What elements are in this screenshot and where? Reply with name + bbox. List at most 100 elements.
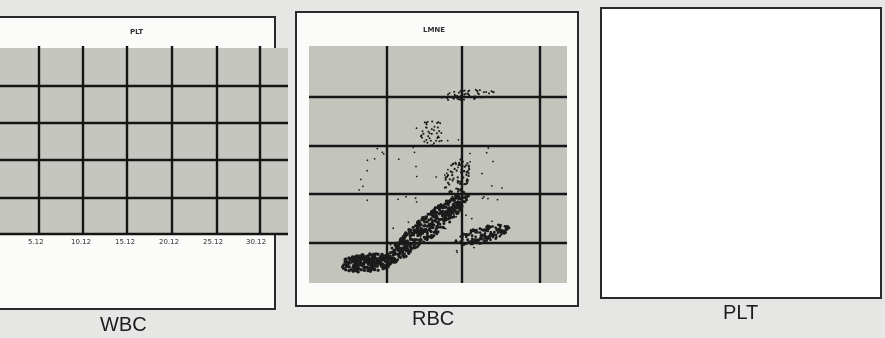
rbc-dot bbox=[489, 231, 493, 235]
rbc-dot bbox=[474, 240, 477, 243]
rbc-dot bbox=[415, 201, 418, 203]
rbc-dot bbox=[376, 268, 380, 272]
rbc-dot bbox=[436, 137, 439, 139]
rbc-dot bbox=[474, 235, 477, 239]
rbc-dot bbox=[460, 171, 463, 175]
rbc-dot bbox=[459, 188, 462, 191]
rbc-dot bbox=[422, 132, 425, 135]
rbc-dot bbox=[435, 211, 439, 214]
rbc-dot bbox=[466, 194, 470, 198]
rbc-dot bbox=[447, 168, 449, 171]
rbc-dot bbox=[418, 240, 422, 244]
rbc-dot bbox=[370, 262, 374, 266]
rbc-dot bbox=[476, 90, 479, 92]
rbc-dot bbox=[485, 91, 488, 93]
rbc-dot bbox=[454, 95, 457, 98]
rbc-dot bbox=[397, 255, 401, 259]
rbc-dot bbox=[455, 201, 459, 204]
rbc-dot bbox=[466, 92, 469, 95]
rbc-dot bbox=[397, 158, 400, 161]
rbc-dot bbox=[389, 257, 392, 261]
rbc-dot bbox=[466, 162, 469, 165]
rbc-dot bbox=[435, 139, 438, 142]
rbc-dot bbox=[445, 172, 448, 175]
rbc-dot bbox=[393, 249, 397, 253]
rbc-dot bbox=[456, 94, 459, 97]
rbc-dot bbox=[435, 176, 438, 178]
rbc-dot bbox=[421, 130, 424, 133]
rbc-dot bbox=[389, 243, 392, 246]
rbc-dot bbox=[460, 89, 463, 92]
rbc-dot bbox=[438, 140, 441, 143]
rbc-dot bbox=[372, 267, 377, 271]
rbc-dot bbox=[414, 197, 417, 200]
rbc-dot bbox=[392, 227, 395, 230]
rbc-dot bbox=[465, 234, 468, 238]
rbc-dot bbox=[439, 205, 443, 209]
rbc-dot bbox=[501, 187, 503, 189]
rbc-dot bbox=[487, 227, 490, 231]
rbc-dot bbox=[453, 93, 456, 96]
rbc-dot bbox=[461, 164, 464, 167]
rbc-dot bbox=[426, 120, 429, 123]
rbc-dot bbox=[444, 227, 447, 230]
rbc-dot bbox=[461, 160, 464, 163]
rbc-dot bbox=[450, 211, 454, 215]
rbc-dot bbox=[412, 244, 416, 248]
rbc-dot bbox=[425, 126, 427, 129]
rbc-dot bbox=[418, 229, 422, 233]
rbc-dot bbox=[409, 247, 413, 251]
rbc-dot bbox=[429, 217, 433, 221]
rbc-dot bbox=[459, 180, 462, 183]
rbc-dot bbox=[363, 258, 367, 262]
rbc-dot bbox=[432, 129, 435, 132]
rbc-dot bbox=[378, 262, 382, 266]
rbc-dot bbox=[415, 175, 418, 178]
rbc-dot bbox=[482, 240, 486, 243]
rbc-dot bbox=[466, 179, 469, 182]
rbc-dot bbox=[443, 206, 447, 209]
rbc-dot bbox=[416, 226, 420, 230]
rbc-dot bbox=[395, 241, 399, 245]
rbc-dot bbox=[456, 192, 459, 196]
rbc-dot bbox=[416, 234, 420, 238]
rbc-dot bbox=[441, 225, 445, 229]
rbc-dot bbox=[462, 176, 465, 179]
rbc-dot bbox=[452, 97, 455, 100]
rbc-dot bbox=[460, 209, 463, 212]
rbc-dot bbox=[460, 200, 464, 204]
rbc-dot bbox=[408, 234, 412, 238]
rbc-dot bbox=[446, 139, 449, 142]
rbc-dot bbox=[422, 224, 426, 228]
rbc-dot bbox=[463, 98, 465, 101]
rbc-dot bbox=[368, 252, 372, 256]
rbc-dot bbox=[456, 211, 460, 215]
rbc-dot bbox=[446, 175, 449, 178]
rbc-dot bbox=[372, 257, 376, 261]
rbc-dot bbox=[425, 123, 428, 126]
rbc-dot bbox=[481, 172, 483, 175]
rbc-dot bbox=[440, 139, 443, 142]
rbc-dot bbox=[452, 177, 455, 180]
rbc-dot bbox=[407, 252, 411, 256]
rbc-dot bbox=[476, 231, 479, 234]
rbc-dot bbox=[366, 260, 370, 264]
rbc-dot bbox=[499, 228, 503, 232]
rbc-dot bbox=[355, 262, 359, 266]
rbc-dot bbox=[407, 249, 411, 253]
rbc-dot bbox=[436, 122, 439, 124]
rbc-dot bbox=[477, 93, 480, 96]
rbc-dot bbox=[428, 132, 431, 135]
rbc-dot bbox=[451, 171, 454, 174]
wbc-x-tick: 15.12 bbox=[115, 238, 136, 246]
rbc-dot bbox=[381, 151, 384, 154]
rbc-dot bbox=[457, 180, 460, 183]
rbc-dot bbox=[370, 253, 374, 258]
rbc-dot bbox=[463, 200, 467, 204]
rbc-dot bbox=[451, 207, 455, 211]
rbc-dot bbox=[485, 151, 488, 154]
rbc-dot bbox=[418, 221, 422, 225]
rbc-dot bbox=[463, 89, 466, 92]
rbc-dot bbox=[500, 231, 503, 234]
rbc-dot bbox=[427, 135, 430, 138]
